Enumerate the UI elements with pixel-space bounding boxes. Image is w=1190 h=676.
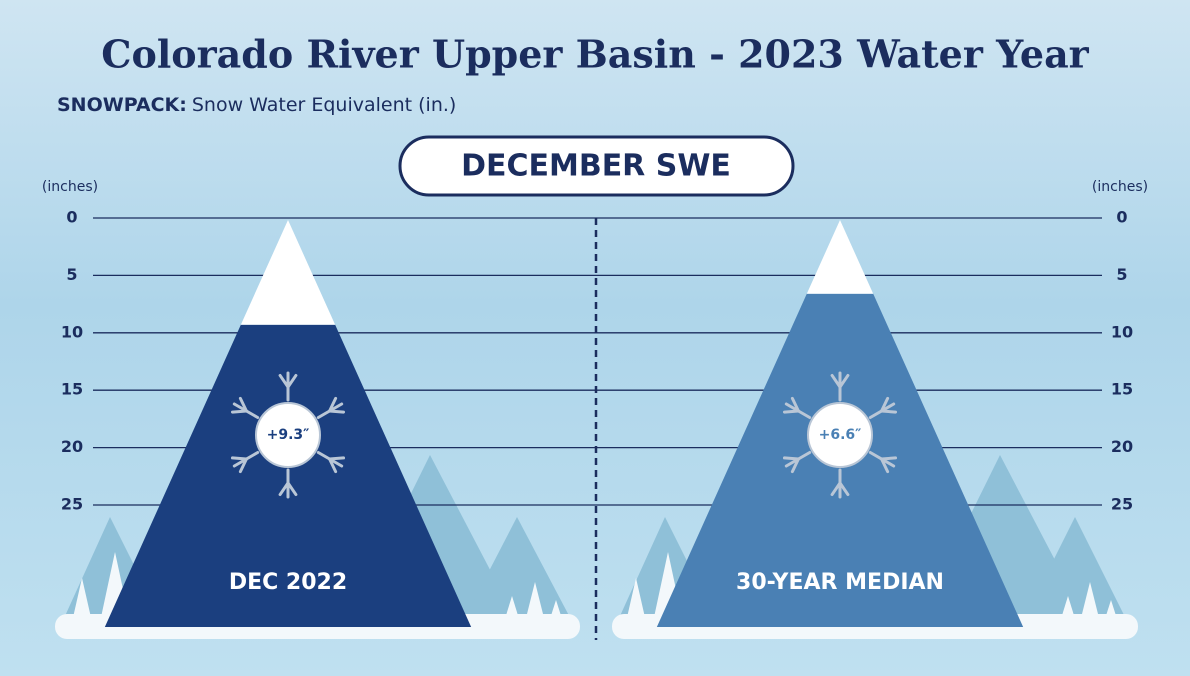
category-label: DEC 2022: [229, 570, 347, 595]
snowflake-arm: [790, 457, 800, 474]
panel-title: DECEMBER SWE: [461, 149, 731, 184]
subtitle-label: SNOWPACK:: [57, 94, 187, 116]
snowflake-arm: [830, 481, 842, 497]
snowflake-arm: [782, 409, 800, 414]
y-tick-label: 20: [61, 437, 83, 456]
snowflake-arm: [838, 373, 850, 389]
snow-cap: [240, 220, 336, 325]
y-tick-label: 0: [1116, 208, 1127, 227]
category-label: 30-YEAR MEDIAN: [736, 570, 944, 595]
badge: [255, 402, 321, 468]
chart-title: Colorado River Upper Basin - 2023 Water …: [101, 32, 1089, 77]
snowflake: [230, 371, 346, 499]
snow-cap: [806, 220, 874, 294]
snowflake-arm: [880, 457, 890, 474]
subtitle-text: Snow Water Equivalent (in.): [192, 94, 456, 116]
y-tick-label: 5: [1116, 265, 1127, 284]
y-tick-label: 20: [1111, 437, 1133, 456]
snowflake-arm: [328, 409, 346, 414]
snowflake-arm: [790, 396, 800, 413]
y-tick-label: 15: [1111, 380, 1133, 399]
y-tick-label: 25: [61, 495, 83, 514]
snowflake-arm: [328, 396, 338, 413]
snowflake-arm: [880, 456, 898, 461]
snowflake-arm: [238, 396, 248, 413]
snowflake-arm: [230, 409, 248, 414]
value-label: +6.6″: [819, 427, 862, 443]
y-tick-label: 25: [1111, 495, 1133, 514]
y-tick-label: 10: [1111, 322, 1133, 341]
snowflake-arm: [238, 457, 248, 474]
badge: [807, 402, 873, 468]
y-tick-label: 10: [61, 322, 83, 341]
snowflake-arm: [286, 373, 298, 389]
snowflake-arm: [286, 481, 298, 497]
snowflake-arm: [328, 457, 338, 474]
subtitle: SNOWPACK: Snow Water Equivalent (in.): [57, 94, 456, 116]
snowflake-arm: [782, 456, 800, 461]
snowflake-arm: [880, 409, 898, 414]
snowflake-arm: [230, 456, 248, 461]
y-axis-label: (inches): [1092, 179, 1148, 195]
snowflake: [782, 371, 898, 499]
snowflake-arm: [328, 456, 346, 461]
snowflake-arm: [880, 396, 890, 413]
y-tick-label: 5: [66, 265, 77, 284]
y-axis-label: (inches): [42, 179, 98, 195]
snowflake-arm: [830, 373, 842, 389]
snowflake-arm: [278, 481, 290, 497]
y-tick-label: 15: [61, 380, 83, 399]
panel-pill: [398, 135, 795, 197]
snowflake-arm: [278, 373, 290, 389]
value-label: +9.3″: [267, 427, 310, 443]
y-tick-label: 0: [66, 208, 77, 227]
snowflake-arm: [838, 481, 850, 497]
